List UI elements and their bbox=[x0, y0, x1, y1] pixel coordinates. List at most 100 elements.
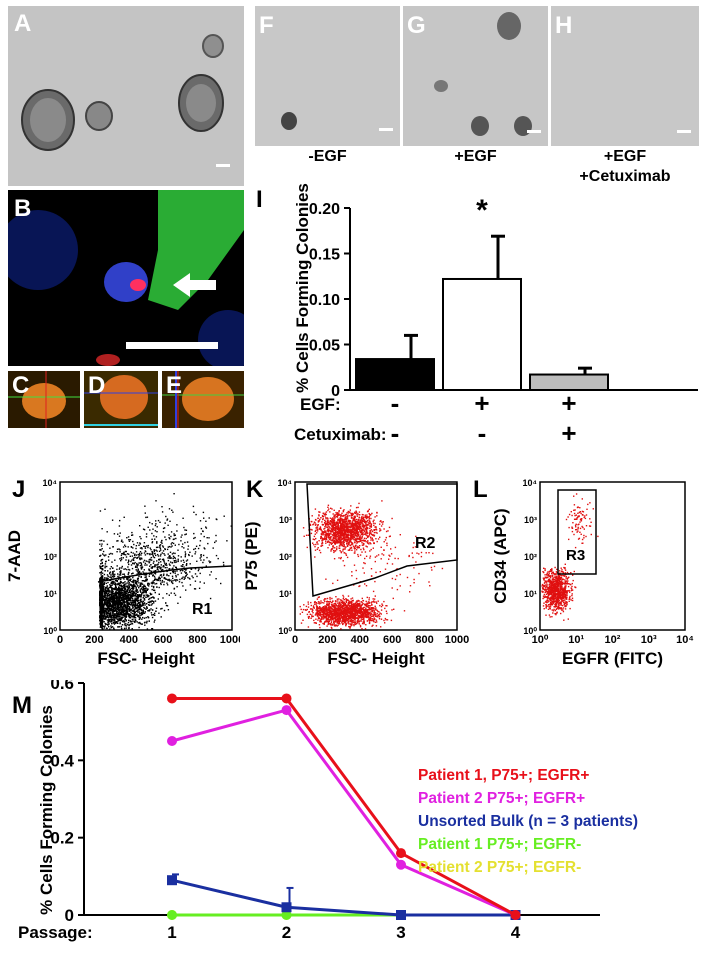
panel-b-fluorescence bbox=[0, 190, 258, 370]
panel-e-confocal bbox=[162, 371, 244, 428]
panel-i-ylabel: % Cells Forming Colonies bbox=[293, 183, 312, 393]
panel-m-ytick-label: 0 bbox=[65, 906, 74, 925]
panel-m-point bbox=[396, 859, 406, 870]
ytick-label: 10² bbox=[279, 552, 292, 562]
panel-m-xlabel: Passage: bbox=[18, 923, 93, 942]
panel-m-xtick-label: 1 bbox=[167, 923, 176, 942]
panel-d-confocal bbox=[84, 371, 158, 428]
panel-m-legend-entry: Patient 2 P75+; EGFR+ bbox=[418, 790, 585, 807]
ytick-label: 10³ bbox=[44, 515, 57, 525]
xtick-label: 10² bbox=[605, 634, 621, 646]
panel-g-label: G bbox=[407, 12, 426, 39]
panel-m-legend-entry: Patient 1, P75+; EGFR+ bbox=[418, 767, 589, 784]
y-axis-label: CD34 (APC) bbox=[491, 508, 510, 603]
ytick-label: 10⁴ bbox=[278, 478, 292, 488]
panel-h-label: H bbox=[555, 12, 573, 39]
panel-i-egf-sign: - bbox=[391, 388, 400, 418]
xtick-label: 600 bbox=[154, 634, 172, 646]
panel-j-label: J bbox=[12, 476, 26, 503]
caption-minus-egf: -EGF bbox=[308, 148, 347, 165]
panel-m-point bbox=[167, 875, 177, 886]
panel-i-cetuximab-sign: - bbox=[391, 418, 400, 448]
xtick-label: 800 bbox=[415, 634, 433, 646]
ytick-label: 10¹ bbox=[44, 589, 57, 599]
xtick-label: 800 bbox=[188, 634, 206, 646]
panel-i-bar bbox=[442, 277, 522, 391]
panel-m-point bbox=[281, 705, 292, 716]
panel-c-image bbox=[8, 371, 80, 428]
panel-m-point bbox=[281, 902, 292, 913]
panel-m-point bbox=[167, 736, 177, 746]
ytick-label: 10⁰ bbox=[278, 626, 292, 636]
panel-m-series-line bbox=[172, 696, 517, 917]
panel-m-xtick-label: 4 bbox=[511, 923, 521, 942]
panel-i-ytick-label: 0.05 bbox=[309, 338, 340, 355]
ytick-label: 10¹ bbox=[524, 589, 537, 599]
panel-m-xtick-label: 2 bbox=[282, 923, 291, 942]
panel-i-ytick-label: 0.10 bbox=[309, 292, 340, 309]
ytick-label: 10⁴ bbox=[523, 478, 537, 488]
xtick-label: 400 bbox=[351, 634, 369, 646]
panel-m-ylabel: % Cells Forming Colonies bbox=[37, 705, 56, 915]
dots bbox=[299, 500, 444, 630]
xtick-label: 1000 bbox=[445, 634, 469, 646]
panel-m-label: M bbox=[12, 692, 32, 719]
panel-d-label: D bbox=[88, 372, 106, 399]
panel-h-image bbox=[551, 6, 699, 146]
ytick-label: 10² bbox=[524, 552, 537, 562]
panel-i-ytick-label: 0.15 bbox=[309, 247, 340, 264]
panel-c-confocal bbox=[8, 371, 80, 428]
panel-i-significance: * bbox=[476, 194, 488, 227]
panel-m-xtick-label: 3 bbox=[396, 923, 405, 942]
panel-m-legend-entry: Patient 2 P75+; EGFR- bbox=[418, 859, 581, 876]
xtick-label: 10¹ bbox=[568, 634, 584, 646]
panel-m-point bbox=[281, 910, 292, 920]
panel-k-chart: 10⁰ 10¹ 10² 10³ 10⁴ 0 200 400 600 800 1000 FSC- Hei… bbox=[242, 478, 469, 668]
panel-a-label: A bbox=[14, 10, 32, 37]
panel-i-egf-row-label: EGF: bbox=[300, 395, 341, 414]
ytick-label: 10³ bbox=[279, 515, 292, 525]
panel-i-ytick-label: 0 bbox=[331, 383, 340, 400]
panel-f-image bbox=[255, 6, 400, 146]
ytick-label: 10⁰ bbox=[523, 626, 537, 636]
xtick-label: 600 bbox=[383, 634, 401, 646]
y-axis-label: P75 (PE) bbox=[242, 522, 261, 591]
xtick-label: 10⁴ bbox=[676, 634, 694, 646]
ytick-label: 10⁴ bbox=[43, 478, 57, 488]
gate-polygon bbox=[306, 483, 458, 597]
panel-i-bar bbox=[529, 373, 609, 391]
gate-label: R2 bbox=[415, 535, 436, 552]
panel-m-legend-entry: Patient 1 P75+; EGFR- bbox=[418, 836, 581, 853]
panel-i-cetuximab-sign: - bbox=[478, 418, 487, 448]
gate-line bbox=[97, 565, 233, 583]
y-axis-label: 7-AAD bbox=[5, 530, 24, 582]
caption-egf-cetuximab-1: +EGF bbox=[603, 148, 647, 165]
panel-m-ytick-label: 0.2 bbox=[50, 829, 74, 848]
panel-i-bar bbox=[355, 358, 435, 391]
panel-e-image bbox=[162, 371, 244, 428]
panel-l-label: L bbox=[473, 476, 488, 503]
panel-m-point bbox=[167, 693, 177, 704]
panel-j-chart: 10⁰ 10¹ 10² 10³ 10⁴ 0 200 400 600 800 1000 FSC- Hei… bbox=[5, 478, 240, 668]
panel-m-legend-entry: Unsorted Bulk (n = 3 patients) bbox=[418, 813, 638, 830]
panel-m-point bbox=[281, 693, 292, 704]
panel-g-image bbox=[403, 6, 548, 146]
panel-a-colonies bbox=[8, 6, 244, 186]
ytick-label: 10³ bbox=[524, 515, 537, 525]
xtick-label: 200 bbox=[318, 634, 336, 646]
xtick-label: 1000 bbox=[220, 634, 240, 646]
gate-box bbox=[557, 489, 597, 575]
xtick-label: 200 bbox=[85, 634, 103, 646]
plot-frame bbox=[294, 481, 458, 631]
gate-label: R1 bbox=[192, 601, 213, 618]
panel-i-cetuximab-sign: + bbox=[561, 418, 576, 448]
panel-a-micrograph bbox=[8, 6, 244, 186]
panel-f-micrograph bbox=[255, 6, 400, 146]
panel-m-point bbox=[396, 848, 406, 859]
panel-k-label: K bbox=[246, 476, 264, 503]
panel-m-point bbox=[396, 910, 406, 920]
xtick-label: 0 bbox=[292, 634, 298, 646]
panel-m-point bbox=[510, 910, 521, 920]
panel-f-label: F bbox=[259, 12, 274, 39]
panel-i-cetuximab-row-label: Cetuximab: bbox=[294, 425, 387, 444]
